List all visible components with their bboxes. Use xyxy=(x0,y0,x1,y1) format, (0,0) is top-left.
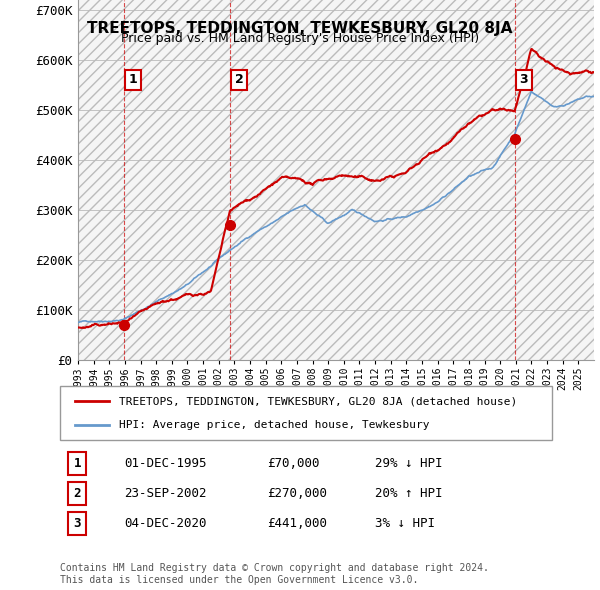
Text: 23-SEP-2002: 23-SEP-2002 xyxy=(124,487,206,500)
Text: Contains HM Land Registry data © Crown copyright and database right 2024.
This d: Contains HM Land Registry data © Crown c… xyxy=(60,563,489,585)
Text: 3: 3 xyxy=(520,74,528,87)
Text: 01-DEC-1995: 01-DEC-1995 xyxy=(124,457,206,470)
Text: £441,000: £441,000 xyxy=(266,517,326,530)
Text: Price paid vs. HM Land Registry's House Price Index (HPI): Price paid vs. HM Land Registry's House … xyxy=(121,32,479,45)
Text: HPI: Average price, detached house, Tewkesbury: HPI: Average price, detached house, Tewk… xyxy=(119,419,430,430)
Text: 3% ↓ HPI: 3% ↓ HPI xyxy=(375,517,435,530)
Text: 2: 2 xyxy=(235,74,244,87)
Text: 1: 1 xyxy=(73,457,81,470)
Text: 20% ↑ HPI: 20% ↑ HPI xyxy=(375,487,442,500)
Text: £70,000: £70,000 xyxy=(266,457,319,470)
Text: 29% ↓ HPI: 29% ↓ HPI xyxy=(375,457,442,470)
Text: 04-DEC-2020: 04-DEC-2020 xyxy=(124,517,206,530)
Text: TREETOPS, TEDDINGTON, TEWKESBURY, GL20 8JA (detached house): TREETOPS, TEDDINGTON, TEWKESBURY, GL20 8… xyxy=(119,396,517,407)
Text: £270,000: £270,000 xyxy=(266,487,326,500)
Text: 2: 2 xyxy=(73,487,81,500)
Text: 1: 1 xyxy=(128,74,137,87)
Text: TREETOPS, TEDDINGTON, TEWKESBURY, GL20 8JA: TREETOPS, TEDDINGTON, TEWKESBURY, GL20 8… xyxy=(88,21,512,35)
Text: 3: 3 xyxy=(73,517,81,530)
